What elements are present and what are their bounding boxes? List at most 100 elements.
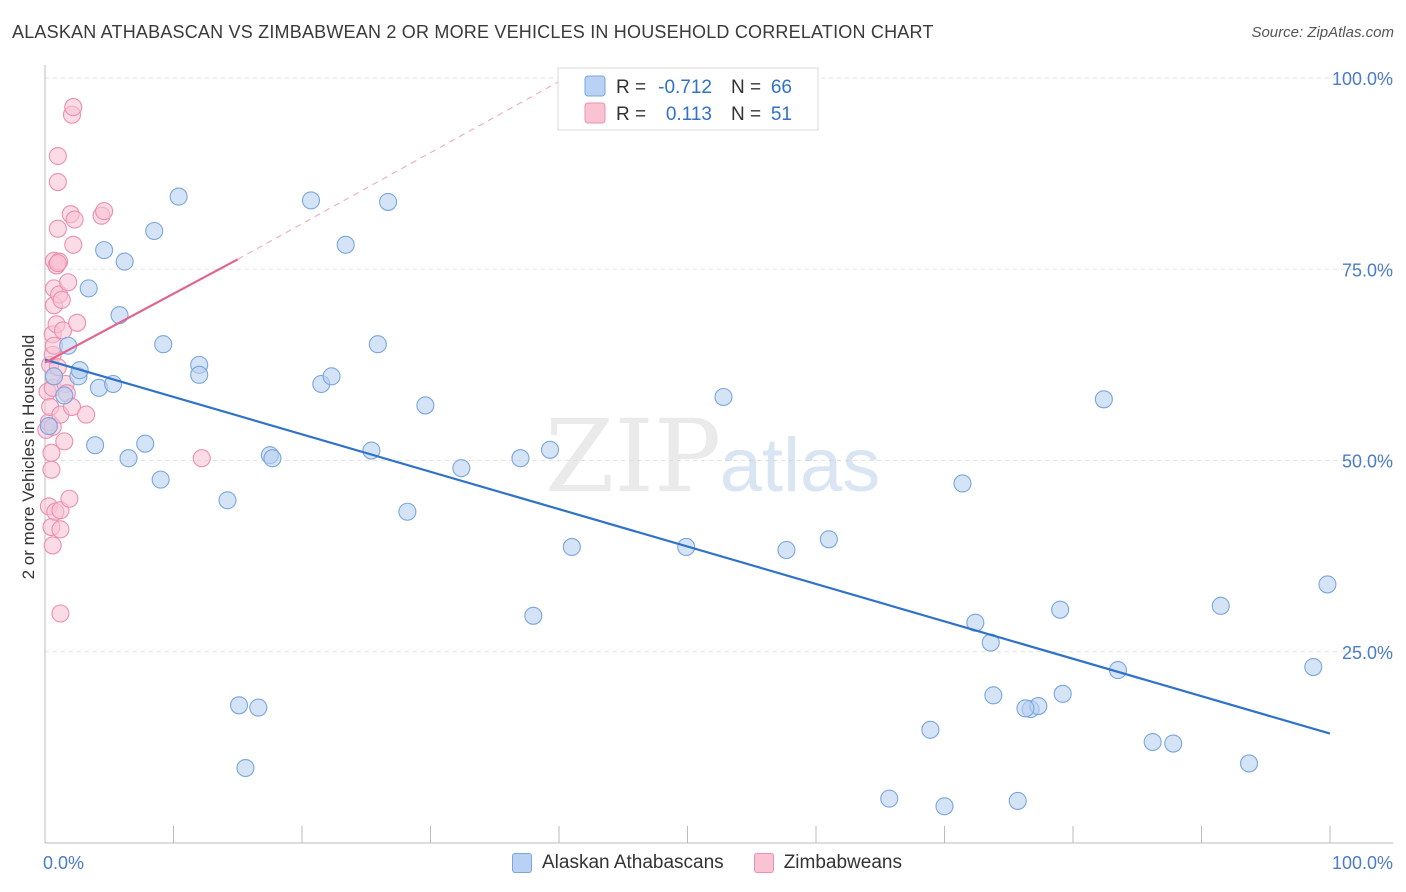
correlation-legend: R = -0.712 N = 66 R = 0.113 N = 51 [557,67,819,131]
alaskan-athabascans-point-21 [218,491,237,510]
alaskan-athabascans-point-62 [1211,596,1230,615]
alaskan-athabascans-point-63 [1239,754,1259,773]
legend-r-value-2: 0.113 [666,104,712,125]
alaskan-athabascans-point-22 [229,696,249,715]
alaskan-athabascans-point-17 [154,335,173,354]
alaskan-athabascans-point-35 [416,396,435,415]
alaskan-athabascans-point-56 [1051,600,1070,619]
legend-label-zimbabweans: Zimbabweans [783,852,902,873]
zimbabweans-trend-line [44,258,239,364]
zimbabweans-point-30 [51,520,70,539]
zimbabweans-point-42 [64,98,83,117]
zimbabweans-trend-extension [237,77,566,260]
alaskan-athabascans-point-40 [562,537,581,556]
alaskan-athabascans-point-52 [1008,791,1027,810]
trend-lines [44,77,1331,735]
zimbabweans-point-13 [43,536,62,555]
zimbabweans-point-24 [48,219,67,238]
alaskan-athabascans-point-44 [819,530,838,549]
alaskan-athabascans-point-14 [136,434,155,453]
legend-blue-swatch [584,75,606,97]
x-tick-label-min: 0.0% [43,853,84,873]
alaskan-athabascans-point-38 [524,606,543,625]
zimbabweans-point-22 [48,146,67,166]
legend-swatch-blue [512,853,532,873]
alaskan-athabascans-point-3 [59,336,78,355]
legend-label-alaskan-athabascans: Alaskan Athabascans [542,852,724,873]
zimbabweans-point-44 [65,210,84,229]
legend-swatch-pink [753,853,774,873]
alaskan-athabascans-point-34 [398,502,417,521]
legend-item-alaskan-athabascans: Alaskan Athabascans [512,852,724,874]
y-tick-label-50: 50.0% [1342,452,1393,472]
alaskan-athabascans-point-43 [777,540,796,560]
alaskan-athabascans-point-7 [86,436,105,455]
watermark: ZIP atlas [545,398,880,515]
alaskan-athabascans-point-61 [1164,734,1183,753]
alaskan-athabascans-point-6 [79,279,98,298]
zimbabweans-point-45 [68,313,87,332]
zimbabweans-point-23 [48,172,67,192]
legend-pink-swatch [584,102,606,124]
alaskan-athabascans-point-58 [1094,390,1113,409]
alaskan-athabascans-point-12 [115,252,134,271]
alaskan-athabascans-point-11 [110,306,129,325]
legend-n-value-2: 51 [771,104,792,125]
grid-lines [45,77,1393,653]
zimbabweans-point-34 [55,432,74,451]
alaskan-athabascans-point-30 [336,235,355,254]
zimbabweans-point-32 [52,290,71,309]
alaskan-athabascans-point-23 [236,758,255,778]
legend-r-value-1: -0.712 [658,77,712,98]
x-tick-label-max: 100.0% [1332,853,1393,873]
zimbabweans-point-50 [48,254,67,273]
alaskan-athabascans-point-13 [119,449,138,468]
alaskan-athabascans-point-37 [511,449,530,468]
alaskan-athabascans-point-33 [379,192,398,211]
y-tick-label-100: 100.0% [1332,69,1393,89]
alaskan-athabascans-point-46 [921,720,940,739]
legend-n-value-1: 66 [771,77,792,98]
legend-r-label-2: R = [616,104,646,125]
alaskan-athabascans-point-9 [95,241,114,260]
series-legend: Alaskan Athabascans Zimbabweans [512,852,932,874]
watermark-zip: ZIP [545,398,721,515]
zimbabweans-point-37 [59,273,78,292]
alaskan-athabascans-point-32 [368,335,387,354]
alaskan-athabascans-point-42 [714,387,733,407]
legend-r-label-1: R = [616,77,646,98]
legend-n-label-1: N = [731,77,761,98]
chart-title: ALASKAN ATHABASCAN VS ZIMBABWEAN 2 OR MO… [12,22,934,42]
alaskan-athabascans-point-0 [39,417,58,436]
tick-labels: 25.0% 50.0% 75.0% 100.0% 0.0% 100.0% [43,69,1393,873]
zimbabweans-point-49 [192,449,211,468]
zimbabweans-point-46 [77,405,96,424]
zimbabweans-points [37,98,211,623]
alaskan-athabascans-point-51 [984,686,1003,705]
alaskan-athabascans-point-26 [263,449,282,468]
zimbabweans-point-31 [51,604,70,623]
zimbabweans-point-38 [60,489,79,508]
zimbabweans-point-43 [64,235,83,254]
legend-item-zimbabweans: Zimbabweans [753,852,902,874]
alaskan-athabascans-point-20 [190,365,209,384]
alaskan-athabascans-point-64 [1304,657,1323,677]
alaskan-athabascans-point-60 [1143,732,1162,752]
alaskan-athabascans-point-39 [540,440,560,459]
alaskan-athabascans-point-48 [953,474,972,493]
alaskan-athabascans-point-1 [44,367,64,386]
y-axis-label: 2 or more Vehicles in Household [19,335,38,580]
source-note: Source: ZipAtlas.com [1251,24,1394,41]
alaskan-athabascans-point-45 [880,789,899,808]
alaskan-athabascans-point-55 [1016,699,1035,718]
alaskan-athabascans-trend-line [44,358,1331,735]
y-tick-label-25: 25.0% [1342,643,1393,663]
alaskan-athabascans-point-27 [301,191,321,210]
alaskan-athabascans-point-65 [1318,575,1337,594]
alaskan-athabascans-point-29 [322,367,341,386]
y-tick-label-75: 75.0% [1342,260,1393,280]
zimbabweans-point-48 [95,202,114,221]
alaskan-athabascans-point-24 [249,698,268,717]
alaskan-athabascans-point-57 [1053,684,1072,703]
